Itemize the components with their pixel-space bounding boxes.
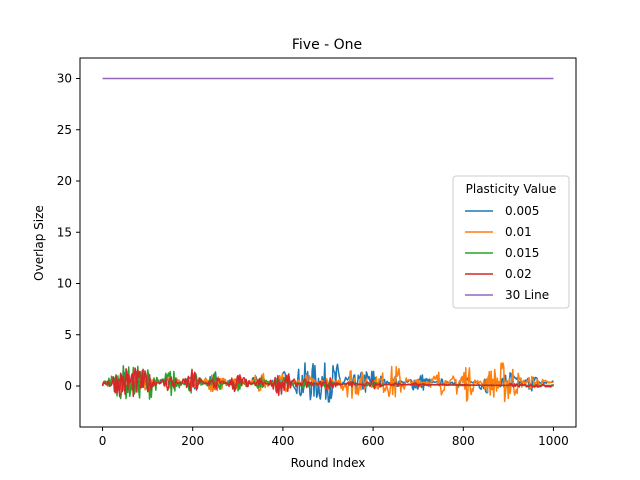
x-tick-label-0: 0 — [99, 434, 107, 448]
legend-title: Plasticity Value — [466, 182, 557, 196]
plot-frame — [79, 57, 577, 428]
y-axis-label: Overlap Size — [32, 205, 46, 281]
y-tick-label-3: 15 — [57, 225, 72, 239]
x-tick-label-3: 600 — [362, 434, 385, 448]
x-tick-label-1: 200 — [181, 434, 204, 448]
series-line-4 — [101, 367, 554, 398]
legend-entry-5: 30 Line — [505, 288, 549, 302]
legend: Plasticity Value 0.005 0.01 0.015 0.02 30 Lin… — [452, 175, 570, 309]
legend-entry-3: 0.015 — [505, 246, 539, 260]
legend-entry-4: 0.02 — [505, 267, 532, 281]
plot-area — [101, 77, 555, 403]
legend-entry-2: 0.01 — [505, 225, 532, 239]
y-tick-label-1: 5 — [64, 328, 72, 342]
x-tick-label-4: 800 — [452, 434, 475, 448]
x-tick-label-5: 1000 — [538, 434, 569, 448]
y-tick-label-4: 20 — [57, 174, 72, 188]
legend-box — [452, 175, 570, 309]
y-tick-label-6: 30 — [57, 72, 72, 86]
y-tick-label-5: 25 — [57, 123, 72, 137]
x-axis-label: Round Index — [291, 456, 366, 470]
y-tick-label-0: 0 — [64, 379, 72, 393]
x-tick-label-2: 400 — [271, 434, 294, 448]
y-tick-label-2: 10 — [57, 277, 72, 291]
chart-title: Five - One — [292, 37, 362, 53]
axes: 0 200 400 600 800 1000 0 5 10 15 20 25 30 — [57, 57, 577, 448]
legend-entry-1: 0.005 — [505, 204, 539, 218]
